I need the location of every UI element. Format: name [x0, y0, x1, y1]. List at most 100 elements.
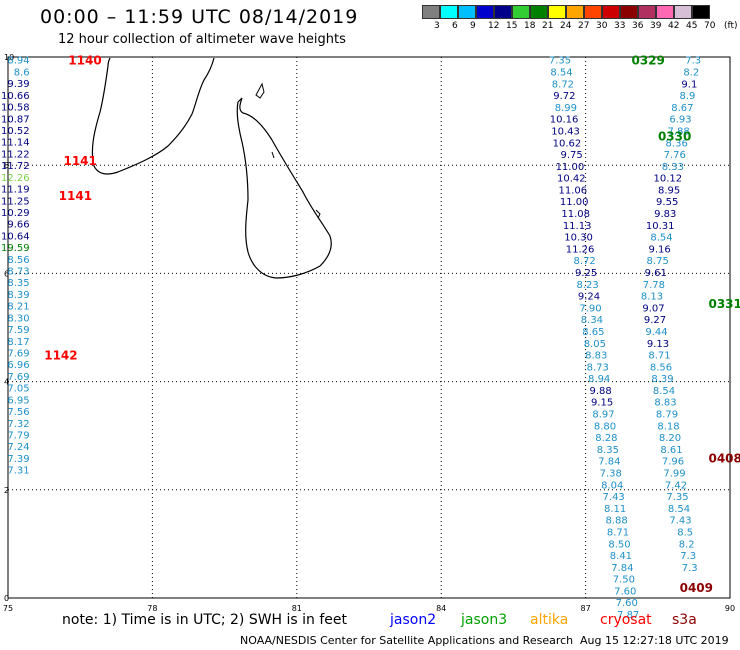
- wave-height-label: 8.35: [7, 278, 29, 289]
- wave-height-label: 7.69: [7, 349, 29, 360]
- wave-height-label: 8.83: [654, 398, 676, 409]
- legend-swatch: [440, 5, 458, 19]
- color-legend: 3 6 9 12 15 18 21 24 27 30 33 36 39 42 45 70 (ft): [422, 5, 738, 31]
- wave-height-label: 11.13: [563, 221, 592, 232]
- wave-height-label: 11.00: [556, 162, 585, 173]
- legend-label: 27: [578, 21, 590, 31]
- legend-swatch: [692, 5, 710, 19]
- wave-height-label: 8.97: [592, 410, 614, 421]
- wave-height-label: 8.79: [656, 410, 678, 421]
- wave-height-label: 11.08: [561, 209, 590, 220]
- wave-height-label: 7.38: [600, 468, 622, 479]
- lon-tick-label: 75: [3, 604, 13, 613]
- time-label: 0408: [708, 451, 740, 465]
- wave-height-label: 8.33: [662, 162, 684, 173]
- wave-height-label: 8.54: [650, 233, 672, 244]
- legend-label: 21: [542, 21, 554, 31]
- legend-altika: altika: [530, 612, 569, 628]
- wave-height-label: 7.84: [611, 563, 633, 574]
- wave-height-label: 11.06: [558, 185, 587, 196]
- wave-height-label: 10.58: [1, 103, 30, 114]
- legend-swatch: [458, 5, 476, 19]
- wave-height-label: 8.39: [7, 290, 29, 301]
- wave-height-label: 9.75: [560, 150, 582, 161]
- wave-height-label: 8.9: [680, 91, 696, 102]
- wave-height-label: 7.05: [7, 384, 29, 395]
- wave-height-label: 8.54: [550, 67, 572, 78]
- wave-height-label: 7.3: [682, 563, 698, 574]
- wave-height-label: 7.88: [667, 126, 689, 137]
- map-frame: [7, 56, 731, 599]
- legend-swatch: [602, 5, 620, 19]
- legend-label: 36: [632, 21, 644, 31]
- wave-height-label: 8.83: [585, 351, 607, 362]
- wave-height-label: 9.13: [647, 339, 669, 350]
- wave-height-label: 10.52: [1, 126, 30, 137]
- wave-height-label: 8.75: [647, 256, 669, 267]
- wave-height-label: 7.59: [7, 325, 29, 336]
- wave-height-label: 8.72: [552, 79, 574, 90]
- wave-height-label: 8.05: [584, 339, 606, 350]
- wave-height-label: 8.2: [683, 67, 699, 78]
- wave-height-label: 10.43: [551, 126, 580, 137]
- legend-s3a: s3a: [672, 612, 697, 628]
- lat-tick-label: 4: [4, 378, 9, 387]
- wave-height-label: 7.78: [643, 280, 665, 291]
- wave-height-label: 7.42: [665, 480, 687, 491]
- wave-height-label: 10.31: [646, 221, 675, 232]
- legend-label: 45: [686, 21, 698, 31]
- wave-height-label: 7.79: [7, 431, 29, 442]
- wave-height-label: 7.32: [7, 419, 29, 430]
- wave-height-label: 7.84: [598, 457, 620, 468]
- lon-tick-label: 84: [436, 604, 446, 613]
- wave-height-label: 8.20: [659, 433, 681, 444]
- wave-height-label: 7.76: [664, 150, 686, 161]
- legend-label: 30: [596, 21, 608, 31]
- time-label: 1142: [44, 349, 77, 363]
- lon-tick-label: 87: [581, 604, 591, 613]
- wave-height-label: 10.64: [1, 231, 30, 242]
- wave-height-label: 9.24: [578, 292, 600, 303]
- wave-height-label: 11.25: [1, 196, 30, 207]
- wave-height-label: 7.43: [603, 492, 625, 503]
- wave-height-label: 8.73: [7, 267, 29, 278]
- wave-height-label: 10.12: [653, 174, 682, 185]
- wave-height-label: 8.99: [555, 103, 577, 114]
- lon-tick-label: 78: [147, 604, 157, 613]
- wave-height-label: 8.94: [588, 374, 610, 385]
- wave-height-label: 7.69: [7, 372, 29, 383]
- wave-height-label: 8.2: [679, 539, 695, 550]
- island-outline: [255, 82, 265, 99]
- wave-height-label: 8.13: [641, 292, 663, 303]
- wave-height-label: 8.17: [7, 337, 29, 348]
- legend-swatch: [566, 5, 584, 19]
- wave-height-label: 8.54: [653, 386, 675, 397]
- wave-height-label: 7.96: [662, 457, 684, 468]
- legend-swatch: [476, 5, 494, 19]
- wave-height-label: 9.16: [648, 244, 670, 255]
- wave-height-label: 9.83: [654, 209, 676, 220]
- wave-height-label: 10.16: [550, 115, 579, 126]
- wave-height-label: 9.88: [589, 386, 611, 397]
- wave-height-label: 9.55: [656, 197, 678, 208]
- legend-swatch: [494, 5, 512, 19]
- wave-height-label: 11.14: [1, 138, 30, 149]
- legend-jason2: jason2: [390, 612, 437, 628]
- lon-tick-label: 90: [725, 604, 735, 613]
- wave-height-label: 7.35: [666, 492, 688, 503]
- lat-tick-label: 8: [4, 161, 9, 170]
- wave-height-label: 7.60: [616, 598, 638, 609]
- lon-tick-label: 81: [292, 604, 302, 613]
- legend-swatch: [638, 5, 656, 19]
- legend-jason3: jason3: [461, 612, 508, 628]
- wave-height-label: 8.65: [582, 327, 604, 338]
- wave-height-label: 9.1: [681, 79, 697, 90]
- wave-height-label: 8.56: [650, 362, 672, 373]
- wave-height-label: 8.80: [594, 421, 616, 432]
- map-title: 00:00 – 11:59 UTC 08/14/2019: [40, 6, 359, 28]
- wave-height-label: 7.50: [613, 575, 635, 586]
- wave-height-label: 12.26: [1, 173, 30, 184]
- wave-height-label: 8.5: [677, 527, 693, 538]
- legend-swatch: [422, 5, 440, 19]
